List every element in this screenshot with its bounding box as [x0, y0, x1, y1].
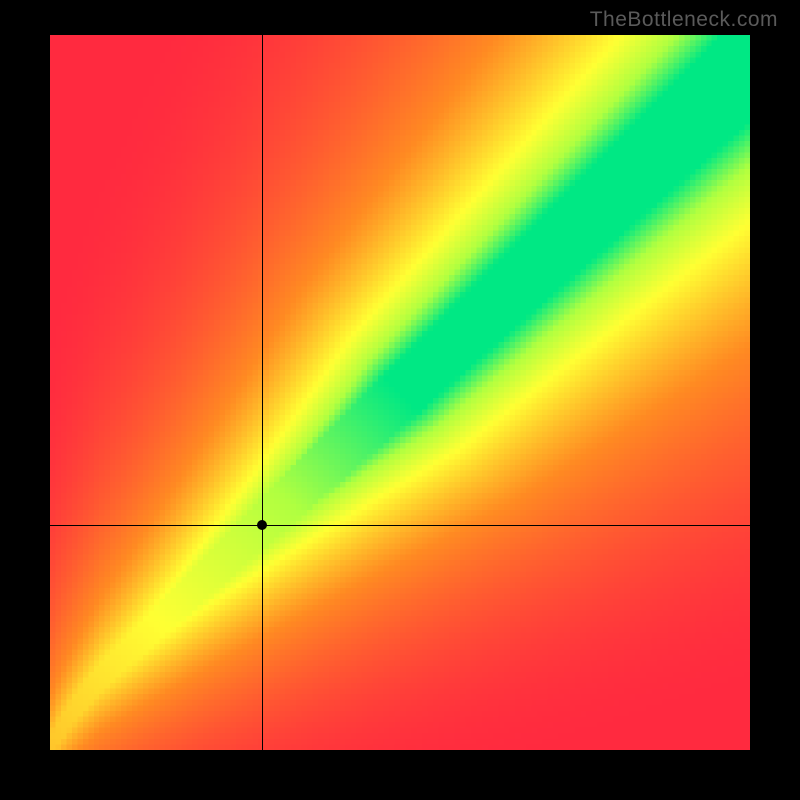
crosshair-horizontal: [50, 525, 750, 526]
watermark-text: TheBottleneck.com: [590, 8, 778, 32]
data-point: [257, 520, 267, 530]
bottleneck-heatmap: [50, 35, 750, 750]
chart-container: TheBottleneck.com: [0, 0, 800, 800]
crosshair-vertical: [262, 35, 263, 750]
